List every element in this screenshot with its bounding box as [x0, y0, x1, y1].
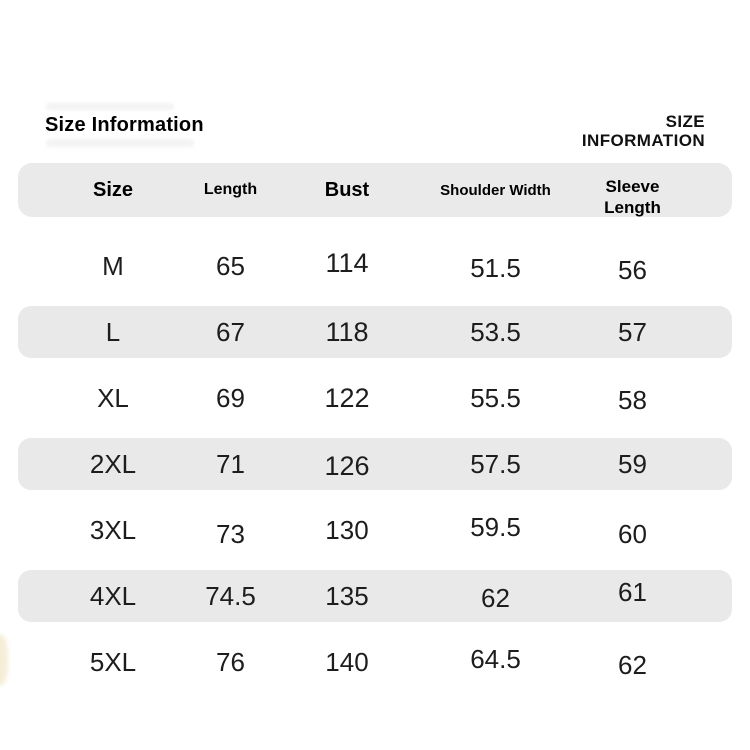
size-table: Size Length Bust Shoulder Width Sleeve L… — [18, 163, 732, 688]
column-header-bust: Bust — [324, 178, 370, 201]
table-header-row: Size Length Bust Shoulder Width Sleeve L… — [18, 163, 732, 217]
shoulder-value: 51.5 — [470, 252, 521, 283]
edge-smudge — [0, 634, 8, 686]
length-value: 73 — [216, 518, 245, 549]
shoulder-value: 62 — [481, 582, 510, 613]
shoulder-value: 64.5 — [470, 643, 521, 674]
size-value: L — [105, 316, 121, 347]
page-title: Size Information — [45, 114, 204, 136]
table-row-5xl: 5XL 76 140 64.5 62 — [18, 636, 732, 688]
brand-line-1: SIZE — [665, 112, 705, 131]
table-row-xl: XL 69 122 55.5 58 — [18, 372, 732, 424]
table-row-l: L 67 118 53.5 57 — [18, 306, 732, 358]
size-value: 5XL — [89, 646, 137, 677]
size-value: 2XL — [89, 448, 137, 479]
bust-value: 114 — [325, 247, 369, 278]
sleeve-value: 58 — [618, 384, 647, 415]
table-row-2xl: 2XL 71 126 57.5 59 — [18, 438, 732, 490]
table-row-m: M 65 114 51.5 56 — [18, 240, 732, 292]
table-row-4xl: 4XL 74.5 135 62 61 — [18, 570, 732, 622]
size-value: M — [102, 250, 124, 281]
shoulder-value: 55.5 — [470, 382, 521, 413]
shoulder-value: 53.5 — [470, 316, 521, 347]
sleeve-value: 60 — [618, 518, 647, 549]
column-header-shoulder-width: Shoulder Width — [440, 181, 551, 199]
length-value: 74.5 — [205, 580, 256, 611]
size-value: XL — [97, 382, 129, 413]
size-value: 3XL — [89, 514, 137, 545]
bust-value: 135 — [325, 580, 369, 611]
brand-line-2: INFORMATION — [581, 131, 705, 150]
column-header-size: Size — [92, 178, 134, 201]
column-header-sleeve-length: Sleeve Length — [604, 177, 661, 217]
sleeve-value: 61 — [618, 576, 647, 607]
sleeve-value: 59 — [618, 448, 647, 479]
sleeve-value: 57 — [618, 316, 647, 347]
sleeve-value: 62 — [618, 649, 647, 680]
bust-value: 118 — [325, 316, 369, 347]
bust-value: 122 — [324, 382, 370, 413]
bust-value: 140 — [325, 646, 369, 677]
shoulder-value: 59.5 — [470, 511, 521, 542]
length-value: 65 — [216, 250, 245, 281]
brand-wordmark: SIZE INFORMATION — [582, 112, 705, 150]
size-value: 4XL — [89, 580, 137, 611]
bust-value: 126 — [324, 450, 370, 481]
ghost-text-smudge-top — [46, 103, 174, 110]
column-header-length: Length — [203, 181, 258, 198]
length-value: 71 — [216, 448, 245, 479]
length-value: 67 — [216, 316, 245, 347]
bust-value: 130 — [325, 514, 369, 545]
sleeve-value: 56 — [618, 254, 647, 285]
table-row-3xl: 3XL 73 130 59.5 60 — [18, 504, 732, 556]
shoulder-value: 57.5 — [470, 448, 521, 479]
length-value: 69 — [216, 382, 245, 413]
ghost-text-smudge-bottom — [46, 139, 194, 147]
length-value: 76 — [216, 646, 245, 677]
